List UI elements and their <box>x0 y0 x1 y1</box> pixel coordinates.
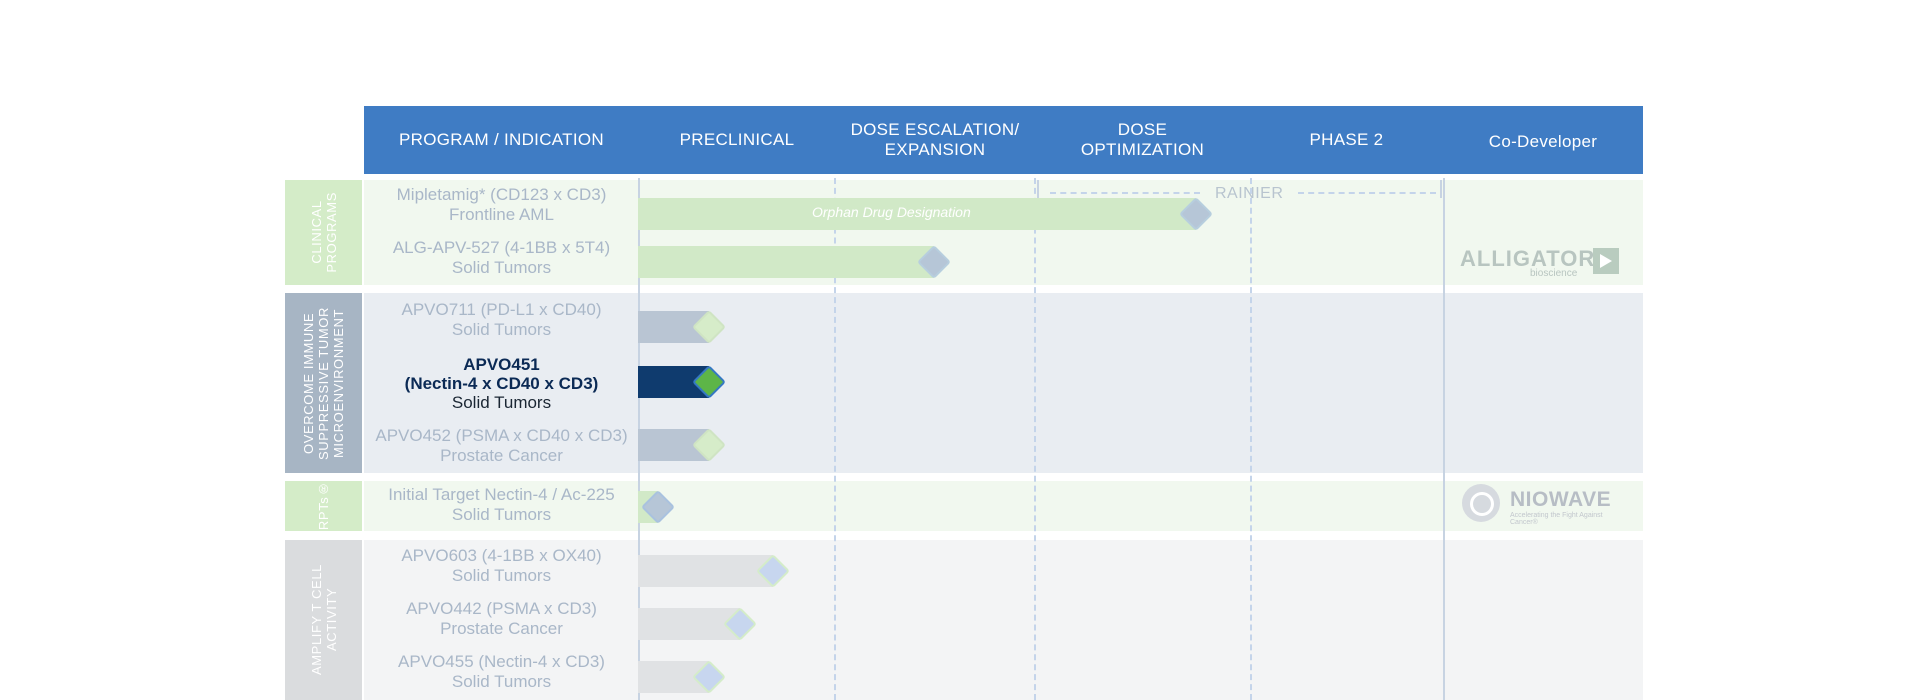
gridline-escalation-end <box>1034 178 1036 700</box>
alligator-bioscience-logo: ALLIGATOR bioscience <box>1460 246 1620 280</box>
program-name: APVO711 (PD-L1 x CD40) <box>401 300 602 319</box>
progress-bar <box>638 246 934 278</box>
band-clinical <box>364 180 1643 285</box>
rainier-dash-right <box>1298 192 1436 194</box>
progress-bar <box>638 608 740 640</box>
program-name: ALG-APV-527 (4-1BB x 5T4) <box>392 238 611 257</box>
program-label-apvo603: APVO603 (4-1BB x OX40) Solid Tumors <box>364 546 639 586</box>
band-rpt <box>364 481 1643 531</box>
program-indication: Solid Tumors <box>451 505 552 524</box>
header-dose-optimization: DOSE OPTIMIZATION <box>1080 120 1205 159</box>
category-clinical-label: CLINICAL PROGRAMS <box>308 192 339 273</box>
program-indication: Solid Tumors <box>451 258 552 277</box>
niowave-ring-icon <box>1462 484 1500 522</box>
orphan-drug-label: Orphan Drug Designation <box>812 204 971 220</box>
program-label-apvo442: APVO442 (PSMA x CD3) Prostate Cancer <box>364 599 639 639</box>
program-label-apvo451: APVO451 (Nectin-4 x CD40 x CD3) Solid Tu… <box>364 355 639 412</box>
progress-bar <box>638 555 774 587</box>
niowave-logo-sub: Accelerating the Fight Against Cancer® <box>1510 512 1603 526</box>
program-label-apvo452: APVO452 (PSMA x CD40 x CD3) Prostate Can… <box>364 426 639 466</box>
rainier-dash-left <box>1050 192 1200 194</box>
alligator-logo-name: ALLIGATOR <box>1460 246 1596 271</box>
gridline-preclinical-end <box>834 178 836 700</box>
band-overcome <box>364 293 1643 473</box>
program-indication: Solid Tumors <box>451 672 552 691</box>
category-overcome-label: OVERCOME IMMUNE SUPPRESSIVE TUMOR MICROE… <box>301 306 346 460</box>
header-phase2: PHASE 2 <box>1309 130 1384 149</box>
alligator-logo-sub: bioscience <box>1530 268 1578 279</box>
gridline-optimization-end <box>1250 178 1252 700</box>
header-bar <box>364 106 1643 174</box>
program-name: APVO455 (Nectin-4 x CD3) <box>398 652 605 671</box>
category-overcome: OVERCOME IMMUNE SUPPRESSIVE TUMOR MICROE… <box>285 293 362 473</box>
program-indication: Prostate Cancer <box>440 446 563 465</box>
program-label-apvo455: APVO455 (Nectin-4 x CD3) Solid Tumors <box>364 652 639 692</box>
progress-bar <box>638 198 1196 230</box>
category-rpt: RPTs® <box>285 481 362 531</box>
program-name: Initial Target Nectin-4 / Ac-225 <box>388 485 615 504</box>
program-label-alg-apv-527: ALG-APV-527 (4-1BB x 5T4) Solid Tumors <box>364 238 639 278</box>
rainier-bracket-right <box>1440 180 1442 198</box>
band-amplify <box>364 540 1643 700</box>
header-preclinical: PRECLINICAL <box>679 130 795 149</box>
category-amplify-label: AMPLIFY T CELL ACTIVITY <box>308 564 339 676</box>
niowave-logo-name: NIOWAVE <box>1510 488 1612 511</box>
category-amplify: AMPLIFY T CELL ACTIVITY <box>285 540 362 700</box>
program-name: APVO451 <box>463 355 540 374</box>
program-name: APVO452 (PSMA x CD40 x CD3) <box>375 426 628 445</box>
program-indication: Solid Tumors <box>451 393 552 412</box>
program-label-nectin4-ac225: Initial Target Nectin-4 / Ac-225 Solid T… <box>364 485 639 525</box>
program-targets: (Nectin-4 x CD40 x CD3) <box>404 374 599 393</box>
header-dose-escalation: DOSE ESCALATION/ EXPANSION <box>850 120 1020 159</box>
category-clinical-programs: CLINICAL PROGRAMS <box>285 180 362 285</box>
niowave-logo: NIOWAVE Accelerating the Fight Against C… <box>1462 482 1622 526</box>
alligator-arrow-icon <box>1593 248 1619 274</box>
category-rpt-label: RPTs® <box>316 481 331 531</box>
gridline-phase2-end <box>1443 178 1445 700</box>
program-name: Mipletamig* (CD123 x CD3) <box>396 185 607 204</box>
header-program-indication: PROGRAM / INDICATION <box>399 130 604 149</box>
rainier-label: RAINIER <box>1215 185 1284 202</box>
program-indication: Solid Tumors <box>451 566 552 585</box>
program-label-apvo711: APVO711 (PD-L1 x CD40) Solid Tumors <box>364 300 639 340</box>
program-label-mipletamig: Mipletamig* (CD123 x CD3) Frontline AML <box>364 185 639 225</box>
program-name: APVO603 (4-1BB x OX40) <box>401 546 602 565</box>
rainier-bracket-left <box>1037 180 1039 198</box>
program-indication: Solid Tumors <box>451 320 552 339</box>
program-indication: Prostate Cancer <box>440 619 563 638</box>
program-indication: Frontline AML <box>449 205 554 224</box>
program-name: APVO442 (PSMA x CD3) <box>406 599 597 618</box>
header-co-developer: Co-Developer <box>1488 132 1598 151</box>
